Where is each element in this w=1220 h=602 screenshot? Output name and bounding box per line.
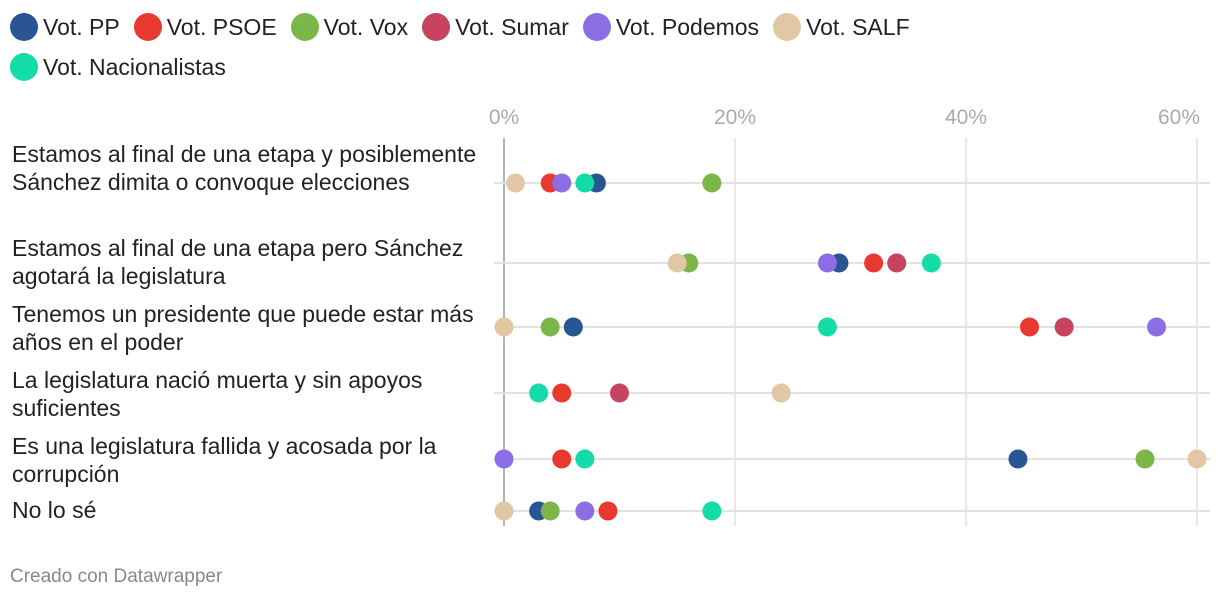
- data-point: [1187, 449, 1207, 469]
- data-point: [552, 449, 572, 469]
- legend-label: Vot. Sumar: [455, 14, 569, 40]
- data-point: [771, 383, 791, 403]
- legend-item: Vot. SALF: [773, 10, 910, 44]
- x-tick-label: 0%: [489, 106, 519, 129]
- data-point: [552, 383, 572, 403]
- data-point: [1020, 317, 1040, 337]
- legend-item: Vot. Sumar: [422, 10, 569, 44]
- data-point: [506, 173, 526, 193]
- row-label: Estamos al final de una etapa y posiblem…: [12, 141, 477, 195]
- legend-swatch: [10, 53, 38, 81]
- data-point: [667, 253, 687, 273]
- data-point: [1147, 317, 1167, 337]
- row-label: Estamos al final de una etapa pero Sánch…: [12, 235, 464, 289]
- x-tick-label: 40%: [945, 106, 987, 129]
- data-point: [494, 317, 514, 337]
- data-point: [575, 449, 595, 469]
- legend-item: Vot. Podemos: [582, 10, 760, 44]
- legend-item: Vot. Vox: [290, 10, 409, 44]
- footer-credit: Creado con Datawrapper: [10, 566, 223, 587]
- data-point: [1135, 449, 1155, 469]
- data-point: [540, 501, 560, 521]
- data-point: [1054, 317, 1074, 337]
- data-point: [575, 501, 595, 521]
- data-point: [921, 253, 941, 273]
- data-point: [817, 253, 837, 273]
- legend-swatch: [582, 13, 611, 41]
- row-label: Tenemos un presidente que puede estar má…: [12, 301, 474, 355]
- data-point: [563, 317, 583, 337]
- legend: Vot. PP Vot. PSOE Vot. Vox Vot. Sumar Vot. P…: [10, 10, 1090, 90]
- data-point: [817, 317, 837, 337]
- data-point: [702, 173, 722, 193]
- data-point: [575, 173, 595, 193]
- data-point: [610, 383, 629, 403]
- legend-label: Vot. Podemos: [615, 14, 760, 40]
- legend-swatch: [10, 13, 38, 41]
- legend-label: Vot. PP: [43, 14, 120, 40]
- data-point: [552, 173, 572, 193]
- data-point: [1008, 449, 1028, 469]
- row-label: La legislatura nació muerta y sin apoyos…: [12, 367, 423, 421]
- data-point: [529, 383, 549, 403]
- data-point: [494, 501, 514, 521]
- legend-label: Vot. SALF: [806, 14, 910, 40]
- legend-label: Vot. Nacionalistas: [43, 54, 226, 80]
- row-label: No lo sé: [12, 497, 97, 523]
- legend-label: Vot. PSOE: [166, 14, 277, 40]
- data-point: [864, 253, 884, 273]
- legend-item: Vot. PP: [10, 10, 120, 44]
- legend-swatch: [290, 13, 319, 41]
- legend-swatch: [133, 13, 162, 41]
- data-point: [598, 501, 618, 521]
- data-point: [887, 253, 907, 273]
- legend-swatch: [422, 13, 451, 41]
- legend-item: Vot. Nacionalistas: [10, 50, 226, 84]
- data-point: [494, 449, 514, 469]
- data-point: [540, 317, 560, 337]
- legend-item: Vot. PSOE: [133, 10, 277, 44]
- x-tick-label: 60%: [1158, 106, 1200, 129]
- legend-swatch: [773, 13, 802, 41]
- x-tick-label: 20%: [714, 106, 756, 129]
- legend-label: Vot. Vox: [323, 14, 409, 40]
- data-point: [702, 501, 722, 521]
- row-label: Es una legislatura fallida y acosada por…: [12, 433, 437, 487]
